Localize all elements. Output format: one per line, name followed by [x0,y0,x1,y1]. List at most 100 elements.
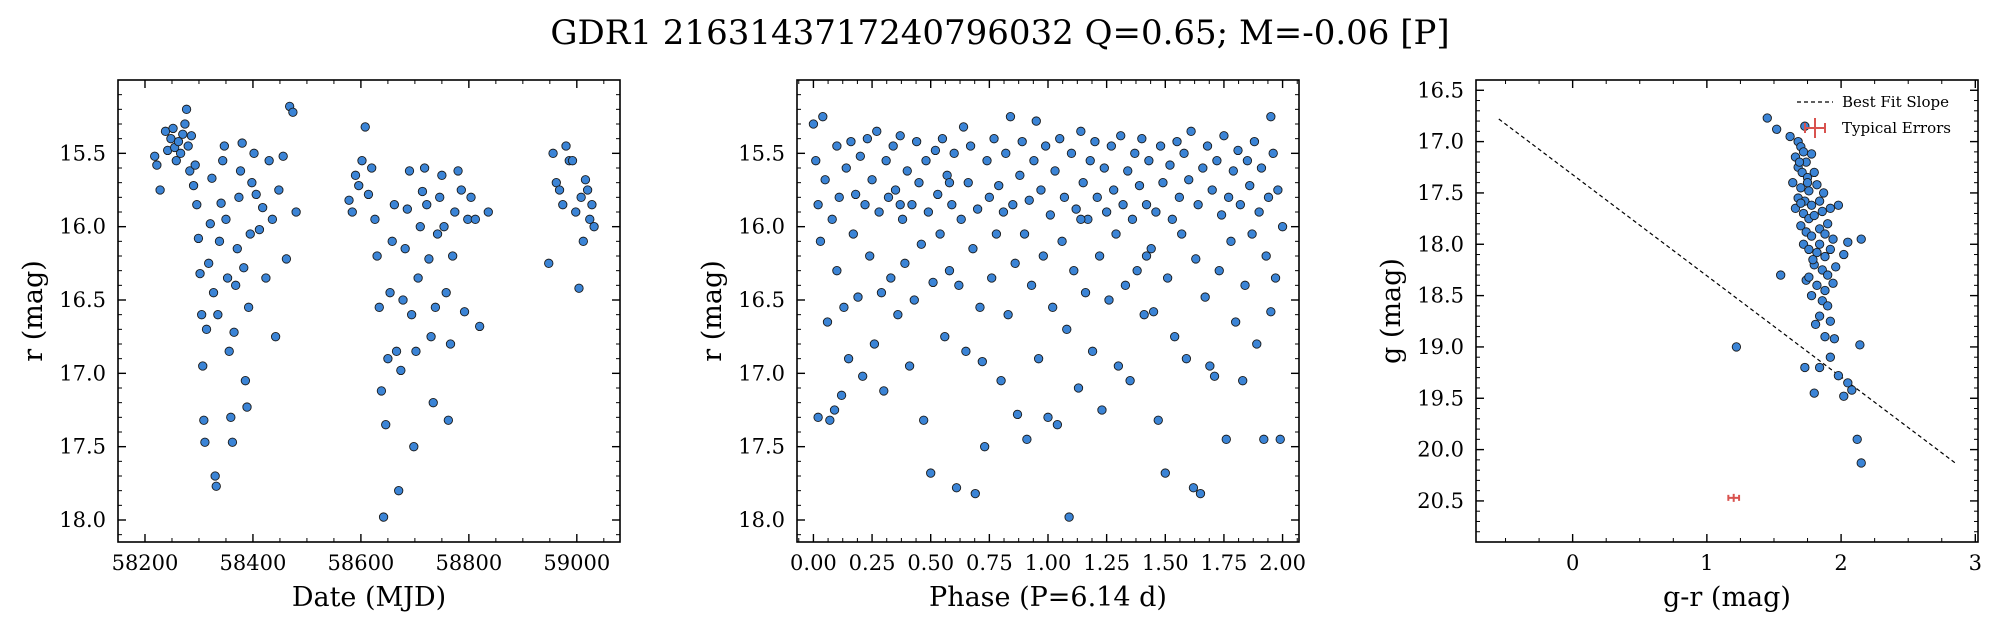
data-point [1195,488,1206,499]
data-point [958,122,969,132]
data-point [1186,126,1196,136]
data-point [902,166,912,176]
y-tick-label: 17.0 [59,361,106,385]
data-point [445,339,456,349]
data-point [963,178,973,188]
data-point [195,268,205,279]
data-point [1800,362,1810,373]
x-tick-label: 0.25 [849,551,896,575]
data-point [1141,251,1152,261]
data-point [1062,324,1072,334]
data-point [415,222,425,232]
data-point [544,258,554,268]
data-point [430,302,441,312]
data-point [1113,361,1124,371]
data-point [972,204,983,214]
x-ticks: 0 1 2 3 [1505,80,1982,575]
data-point [1261,251,1271,261]
data-point [1252,339,1262,349]
data-point [921,156,931,166]
data-point [928,277,938,288]
data-point [1852,434,1862,444]
data-point [1256,163,1267,173]
data-point [394,486,404,496]
x-tick-label: 0.00 [790,551,837,575]
data-point [1097,405,1107,415]
data-point [865,251,875,261]
data-point [1104,295,1114,305]
data-point [888,141,898,151]
data-point [376,386,387,396]
y-tick-label: 16.0 [738,215,785,239]
data-point [192,200,202,210]
data-point [909,295,919,305]
data-point [234,192,244,202]
data-point [989,134,999,144]
data-point [1101,207,1112,217]
data-point [820,175,830,185]
data-point [240,376,251,386]
data-point [1216,210,1227,220]
data-point [1073,383,1084,393]
data-point [1139,310,1149,320]
data-point [895,131,905,141]
data-point [1167,214,1177,224]
y-tick-label: 18.0 [738,508,785,532]
data-point [261,273,271,283]
data-point [1057,236,1067,246]
data-point [1847,385,1857,395]
data-point [961,346,971,356]
data-point [198,361,208,371]
y-tick-label: 16.5 [1417,78,1464,102]
data-point [1820,332,1830,342]
data-point [237,138,247,148]
data-point [1798,147,1809,157]
data-point [911,136,922,147]
data-point [947,200,957,210]
data-point [1839,391,1849,401]
data-point [1818,188,1829,198]
data-point [1825,352,1836,362]
data-point [1808,255,1818,265]
x-tick-label: 0.50 [907,551,954,575]
data-point [483,207,493,217]
data-point [204,258,214,268]
data-point [1806,290,1817,301]
data-point [254,224,265,235]
data-point [998,207,1009,217]
data-point [226,412,236,422]
data-point [221,214,231,224]
data-point [1064,512,1074,522]
data-point [1155,141,1166,151]
data-point [815,236,826,246]
data-point [173,136,184,147]
data-point [984,192,995,202]
data-point [1106,141,1116,151]
y-tick-label: 18.5 [1417,284,1464,308]
data-point [1012,409,1023,420]
data-point [188,180,199,191]
data-point [347,207,357,217]
data-point [1833,371,1844,381]
data-point [897,214,908,224]
data-point [1806,200,1817,210]
data-point [813,200,823,210]
data-point [374,302,384,312]
data-point [980,442,990,452]
data-point [201,324,212,334]
data-point [274,185,284,195]
data-point [1111,229,1121,239]
data-point [391,346,402,356]
x-axis-label: Phase (P=6.14 d) [929,582,1167,613]
figure-title: GDR1 2163143717240796032 Q=0.65; M=-0.06… [550,13,1449,53]
data-point [245,229,255,239]
data-point [587,200,597,210]
x-ticks: 58200 58400 58600 58800 59000 [112,80,610,575]
data-point [1820,285,1830,296]
data-point [178,129,188,139]
data-point [813,412,823,422]
data-point [1015,170,1025,180]
data-point [1731,342,1742,352]
data-point [1817,206,1827,217]
y-tick-label: 18.0 [59,508,106,532]
